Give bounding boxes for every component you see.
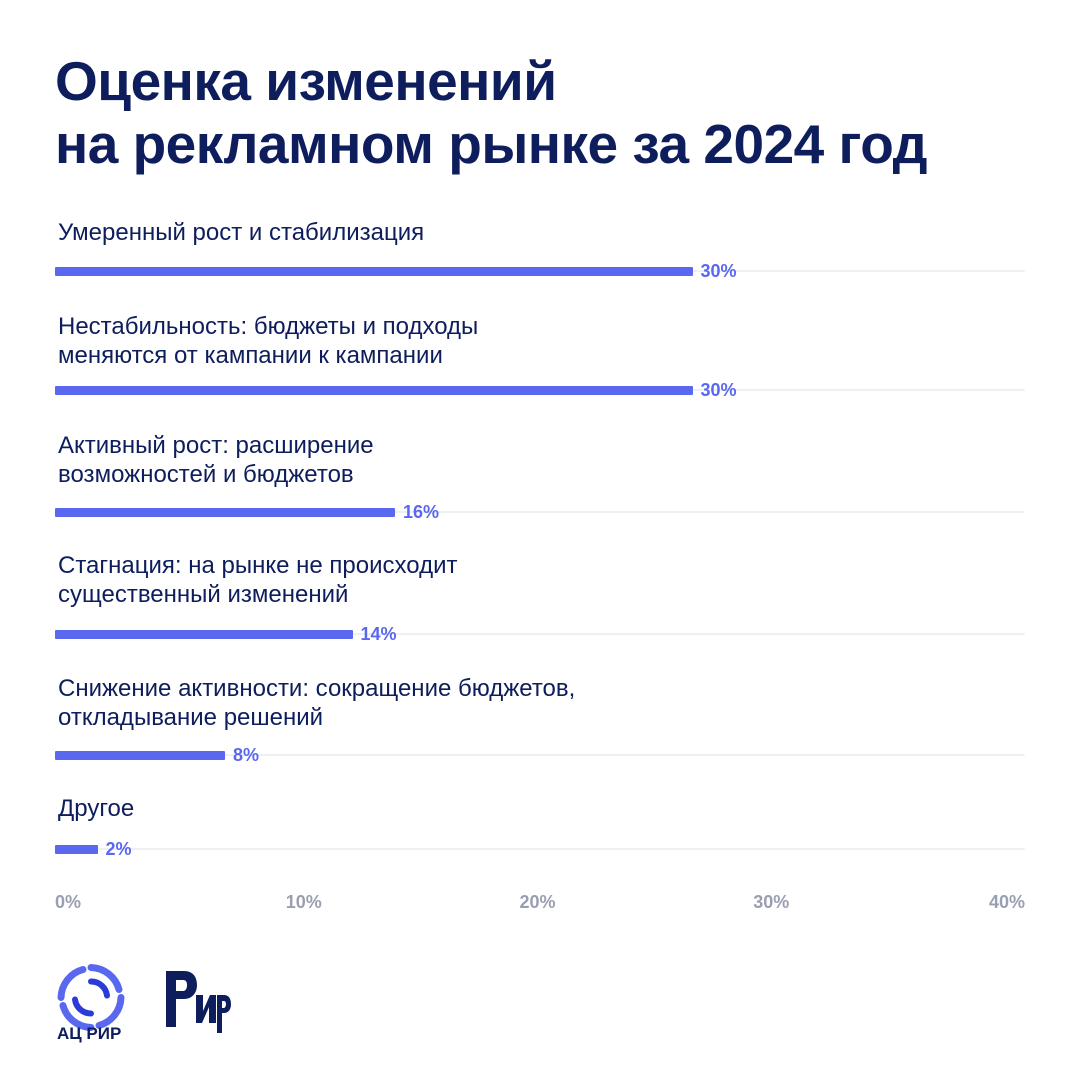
- x-axis-tick-label: 40%: [989, 892, 1026, 912]
- bar: [55, 629, 353, 639]
- category-label: Стагнация: на рынке не происходит существ…: [58, 551, 818, 609]
- bar-value-label: 30%: [700, 261, 737, 281]
- category-label: Умеренный рост и стабилизация: [58, 218, 818, 247]
- category-label-line: существенный изменений: [58, 581, 349, 608]
- category-label-line: Стагнация: на рынке не происходит: [58, 552, 458, 579]
- bar: [55, 385, 693, 395]
- bar: [55, 507, 395, 517]
- x-axis-tick-label: 30%: [753, 892, 790, 912]
- bar-value-label: 14%: [360, 624, 397, 644]
- x-axis-tick-label: 10%: [285, 892, 322, 912]
- title-line-2: на рекламном рынке за 2024 год: [55, 113, 928, 175]
- category-label-line: Нестабильность: бюджеты и подходы: [58, 313, 479, 340]
- category-label-line: откладывание решений: [58, 704, 324, 731]
- bar-track: [55, 754, 1025, 756]
- bar: [55, 750, 225, 760]
- category-label: Другое: [58, 794, 818, 823]
- category-label: Активный рост: расширение возможностей и …: [58, 431, 818, 489]
- x-axis-tick-label: 20%: [519, 892, 556, 912]
- category-label: Нестабильность: бюджеты и подходы меняютс…: [58, 312, 818, 370]
- category-label-line: возможностей и бюджетов: [58, 461, 354, 488]
- acrir-swirl-logo-icon: [57, 964, 125, 1031]
- bar-value-label: 2%: [105, 839, 132, 859]
- page-title: Оценка изменений на рекламном рынке за 2…: [55, 50, 1035, 176]
- acrir-logo-caption: АЦ РИР: [57, 1024, 122, 1043]
- category-label-line: Умеренный рост и стабилизация: [58, 219, 425, 246]
- bar-track: [55, 633, 1025, 635]
- category-label: Снижение активности: сокращение бюджетов…: [58, 674, 818, 732]
- bar-track: [55, 848, 1025, 850]
- bar: [55, 844, 98, 854]
- bar-track: [55, 511, 1025, 513]
- bar: [55, 266, 693, 276]
- category-label-line: меняются от кампании к кампании: [58, 342, 443, 369]
- bar-value-label: 16%: [403, 502, 440, 522]
- category-label-line: Активный рост: расширение: [58, 432, 374, 459]
- x-axis-tick-label: 0%: [55, 892, 82, 912]
- title-line-1: Оценка изменений: [55, 50, 557, 112]
- rir-wordmark-logo-icon: [166, 971, 231, 1033]
- bar-value-label: 8%: [233, 745, 260, 765]
- category-label-line: Другое: [58, 795, 135, 822]
- category-label-line: Снижение активности: сокращение бюджетов…: [58, 675, 576, 702]
- bar-value-label: 30%: [700, 380, 737, 400]
